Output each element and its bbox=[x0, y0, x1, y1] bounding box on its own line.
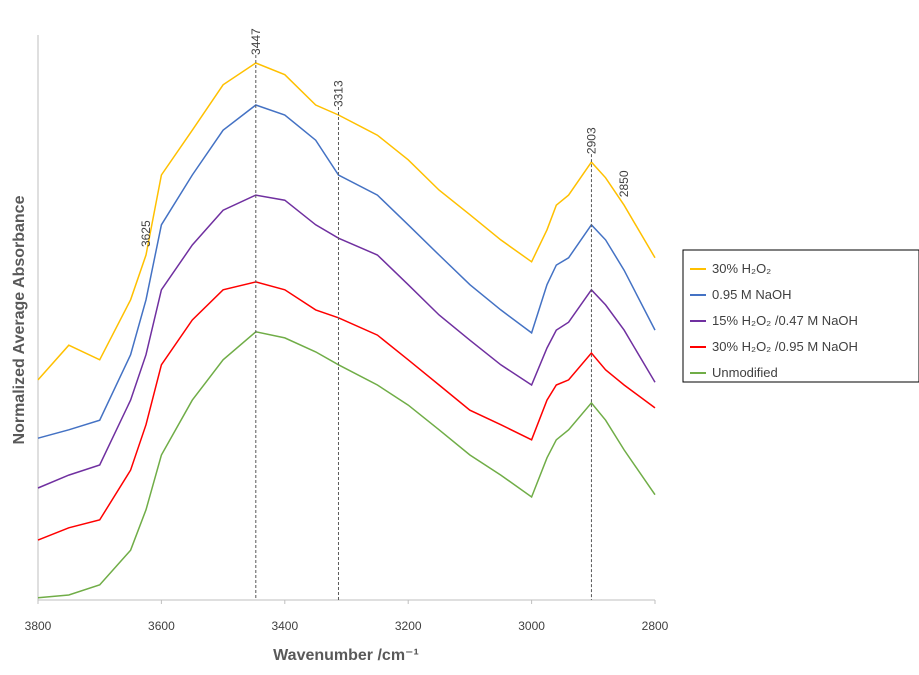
series-line bbox=[37, 62, 656, 381]
x-axis-label: Wavenumber /cm⁻¹ bbox=[273, 647, 419, 664]
annotation-label: 3447 bbox=[249, 28, 263, 55]
series-line bbox=[37, 330, 656, 599]
legend-box bbox=[682, 249, 919, 383]
x-tick-label: 3600 bbox=[148, 619, 175, 633]
x-tick-label: 3000 bbox=[518, 619, 545, 633]
series-line bbox=[37, 194, 656, 489]
legend-label: 30% H₂O₂ /0.95 M NaOH bbox=[712, 339, 858, 354]
legend-label: Unmodified bbox=[712, 365, 778, 380]
annotation-label: 3625 bbox=[139, 220, 153, 247]
annotation-label: 2850 bbox=[617, 170, 631, 197]
legend-label: 15% H₂O₂ /0.47 M NaOH bbox=[712, 313, 858, 328]
x-tick-label: 3800 bbox=[25, 619, 52, 633]
series-line bbox=[37, 281, 656, 541]
y-axis-label: Normalized Average Absorbance bbox=[11, 195, 28, 444]
series-line bbox=[37, 104, 656, 439]
x-tick-label: 3400 bbox=[271, 619, 298, 633]
annotation-label: 2903 bbox=[584, 127, 598, 154]
annotation-label: 3313 bbox=[331, 80, 345, 107]
x-tick-label: 3200 bbox=[395, 619, 422, 633]
legend-label: 30% H₂O₂ bbox=[712, 261, 771, 276]
legend-label: 0.95 M NaOH bbox=[712, 287, 791, 302]
x-tick-label: 2800 bbox=[642, 619, 669, 633]
